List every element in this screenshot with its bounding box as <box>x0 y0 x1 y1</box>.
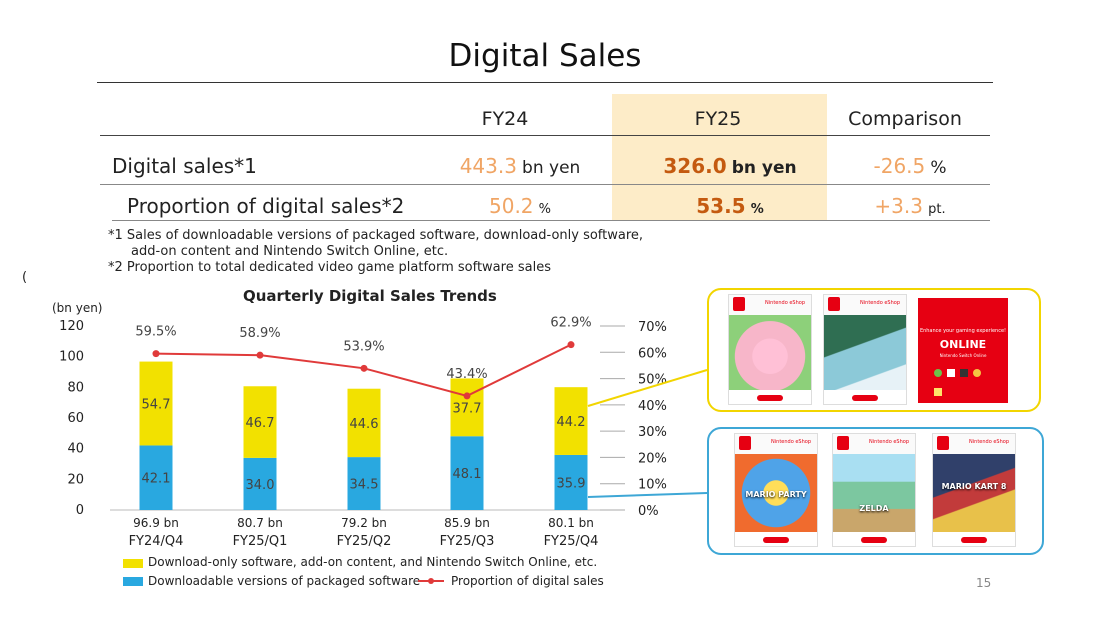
legend-download-only: Download-only software, add-on content, … <box>148 555 597 569</box>
bar-label-download-only: 54.7 <box>142 398 171 413</box>
product-pokemon: Nintendo eShop <box>823 294 907 405</box>
legend-proportion: Proportion of digital sales <box>451 574 604 588</box>
line-label: 59.5% <box>135 325 176 340</box>
y2-tick-label: 30% <box>638 425 667 440</box>
y2-tick-label: 10% <box>638 478 667 493</box>
line-label: 43.4% <box>446 367 487 382</box>
x-tick-label: FY25/Q1 <box>233 534 288 549</box>
zelda-art: ZELDA <box>833 454 915 532</box>
kirby-art <box>729 315 811 390</box>
bar-total-label: 80.1 bn <box>548 516 594 530</box>
line-point <box>257 352 264 359</box>
connector-bottom <box>588 493 707 497</box>
bar-label-download-only: 44.2 <box>557 415 586 430</box>
line-point <box>361 365 368 372</box>
bar-label-packaged: 48.1 <box>453 467 482 482</box>
bar-total-label: 96.9 bn <box>133 516 179 530</box>
y-tick-label: 60 <box>67 411 84 426</box>
product-kirby: Nintendo eShop <box>728 294 812 405</box>
line-point <box>464 392 471 399</box>
bar-label-download-only: 46.7 <box>246 416 275 431</box>
bar-label-packaged: 42.1 <box>142 472 171 487</box>
mario-kart-art: MARIO KART 8 <box>933 454 1015 532</box>
y-tick-label: 20 <box>67 472 84 487</box>
x-tick-label: FY25/Q4 <box>544 534 599 549</box>
x-tick-label: FY25/Q2 <box>337 534 392 549</box>
bar-label-packaged: 34.5 <box>350 478 379 493</box>
legend-swatch-packaged <box>123 577 143 586</box>
mario-party-art: MARIO PARTY <box>735 454 817 532</box>
x-tick-label: FY24/Q4 <box>129 534 184 549</box>
product-mario-kart: Nintendo eShop MARIO KART 8 <box>932 433 1016 547</box>
y2-tick-label: 20% <box>638 451 667 466</box>
page-number: 15 <box>976 576 991 590</box>
nso-icons <box>934 362 992 370</box>
legend-swatch-download-only <box>123 559 143 568</box>
bar-label-packaged: 35.9 <box>557 476 586 491</box>
line-label: 53.9% <box>343 339 384 354</box>
y-tick-label: 80 <box>67 380 84 395</box>
bar-label-download-only: 44.6 <box>350 417 379 432</box>
y2-tick-label: 70% <box>638 320 667 335</box>
line-label: 62.9% <box>550 316 591 331</box>
legend-line-icon <box>418 575 444 587</box>
y-tick-label: 0 <box>76 503 84 518</box>
line-point <box>153 350 160 357</box>
pokemon-art <box>824 315 906 390</box>
product-zelda: Nintendo eShop ZELDA <box>832 433 916 547</box>
product-mario-party: Nintendo eShop MARIO PARTY <box>734 433 818 547</box>
bar-label-packaged: 34.0 <box>246 478 275 493</box>
legend-packaged: Downloadable versions of packaged softwa… <box>148 574 420 588</box>
y-tick-label: 100 <box>59 350 84 365</box>
bar-total-label: 79.2 bn <box>341 516 387 530</box>
line-point <box>568 341 575 348</box>
y2-tick-label: 50% <box>638 373 667 388</box>
line-label: 58.9% <box>239 326 280 341</box>
product-nintendo-switch-online: Enhance your gaming experience! ONLINE N… <box>918 298 1008 403</box>
bar-total-label: 85.9 bn <box>444 516 490 530</box>
y2-tick-label: 40% <box>638 399 667 414</box>
bar-label-download-only: 37.7 <box>453 401 482 416</box>
y-tick-label: 40 <box>67 442 84 457</box>
nso-brand: ONLINE <box>918 338 1008 351</box>
bar-total-label: 80.7 bn <box>237 516 283 530</box>
y-tick-label: 120 <box>59 319 84 334</box>
y2-tick-label: 0% <box>638 504 659 519</box>
y2-tick-label: 60% <box>638 346 667 361</box>
x-tick-label: FY25/Q3 <box>440 534 495 549</box>
y-axis-label: (bn yen) <box>52 301 103 315</box>
